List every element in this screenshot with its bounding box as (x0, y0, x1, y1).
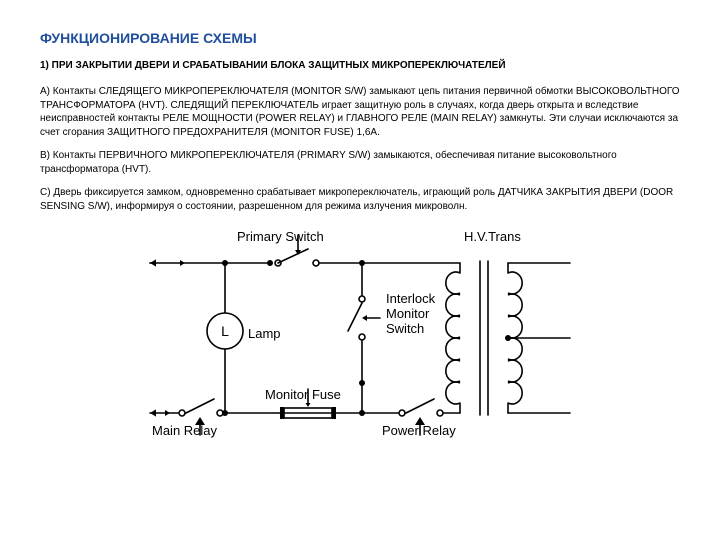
svg-text:Monitor Fuse: Monitor Fuse (265, 387, 341, 402)
paragraph-b: B) Контакты ПЕРВИЧНОГО МИКРОПЕРЕКЛЮЧАТЕЛ… (40, 149, 680, 176)
paragraph-a: A) Контакты СЛЕДЯЩЕГО МИКРОПЕРЕКЛЮЧАТЕЛЯ… (40, 85, 680, 139)
svg-text:L: L (221, 323, 229, 339)
svg-text:Primary Switch: Primary Switch (237, 229, 324, 244)
svg-text:Monitor: Monitor (386, 306, 430, 321)
paragraph-c: C) Дверь фиксируется замком, одновременн… (40, 186, 680, 213)
svg-text:Interlock: Interlock (386, 291, 436, 306)
svg-text:Lamp: Lamp (248, 326, 281, 341)
svg-text:Power Relay: Power Relay (382, 423, 456, 438)
svg-text:Switch: Switch (386, 321, 424, 336)
page-title: ФУНКЦИОНИРОВАНИЕ СХЕМЫ (40, 30, 680, 46)
section-subheading: 1) ПРИ ЗАКРЫТИИ ДВЕРИ И СРАБАТЫВАНИИ БЛО… (40, 60, 680, 71)
svg-text:H.V.Trans: H.V.Trans (464, 229, 521, 244)
svg-text:Main Relay: Main Relay (152, 423, 218, 438)
circuit-diagram: Primary SwitchH.V.TransLLampInterlockMon… (40, 223, 680, 448)
